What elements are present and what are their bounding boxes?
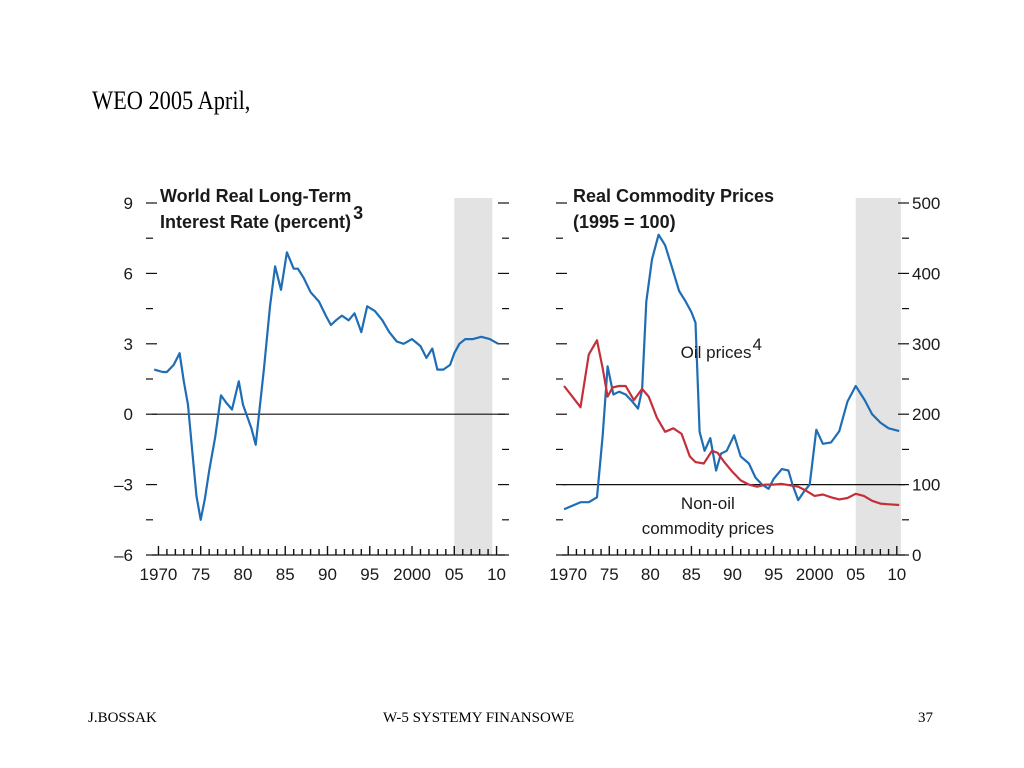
x-tick-label: 80: [234, 565, 253, 584]
y-tick-label: –6: [114, 546, 133, 565]
y-tick-label: –3: [114, 476, 133, 495]
y-tick-label: 100: [912, 476, 940, 495]
series-line-non-oil-commodity-prices: [563, 339, 900, 507]
series-line-oil-prices: [563, 233, 900, 511]
slide-title: WEO 2005 April,: [92, 86, 251, 115]
y-tick-label: 300: [912, 335, 940, 354]
x-tick-label: 1970: [140, 565, 178, 584]
x-tick-label: 90: [723, 565, 742, 584]
footer-course-title: W-5 SYSTEMY FINANSOWE: [383, 710, 575, 726]
x-tick-label: 80: [641, 565, 660, 584]
x-tick-label: 10: [887, 565, 906, 584]
footer-page-number: 37: [918, 710, 933, 726]
commodity-prices-chart: 500 400 300 200 100 0 1970 75 80 85 90 95 2000 05 10 Re…: [549, 186, 940, 584]
y-tick-label: 3: [124, 335, 133, 354]
x-tick-label: 85: [682, 565, 701, 584]
x-tick-label: 85: [276, 565, 295, 584]
x-tick-label: 75: [600, 565, 619, 584]
series-annotation: Oil prices: [681, 343, 752, 362]
x-tick-label: 95: [360, 565, 379, 584]
x-tick-label: 2000: [796, 565, 834, 584]
series-annotation: commodity prices: [642, 519, 774, 538]
x-tick-label: 90: [318, 565, 337, 584]
y-tick-label: 400: [912, 264, 940, 283]
x-tick-label: 1970: [549, 565, 587, 584]
y-tick-label: 0: [124, 405, 133, 424]
annotation-superscript: 4: [753, 335, 762, 354]
x-tick-label: 05: [846, 565, 865, 584]
series-line-0: [153, 251, 499, 521]
chart-title-line2: (1995 = 100): [573, 212, 676, 232]
chart-title-superscript: 3: [353, 203, 363, 223]
x-tick-label: 95: [764, 565, 783, 584]
y-tick-label: 9: [124, 194, 133, 213]
footer-author: J.BOSSAK: [88, 710, 157, 726]
y-tick-label: 500: [912, 194, 940, 213]
x-tick-label: 10: [487, 565, 506, 584]
series-annotation: Non-oil: [681, 494, 735, 513]
chart-title-line1: Real Commodity Prices: [573, 186, 774, 206]
chart-title-line2: Interest Rate (percent): [160, 212, 351, 232]
y-tick-label: 6: [124, 264, 133, 283]
chart-title-line1: World Real Long-Term: [160, 186, 351, 206]
forecast-shade: [855, 198, 901, 555]
x-tick-label: 2000: [393, 565, 431, 584]
forecast-shade: [454, 198, 493, 555]
x-tick-label: 05: [445, 565, 464, 584]
y-tick-label: 0: [912, 546, 921, 565]
interest-rate-chart: 9 6 3 0 –3 –6 1970 75 80 85 90 95 2000 05 10 World Real…: [114, 186, 509, 584]
x-tick-label: 75: [191, 565, 210, 584]
y-tick-label: 200: [912, 405, 940, 424]
